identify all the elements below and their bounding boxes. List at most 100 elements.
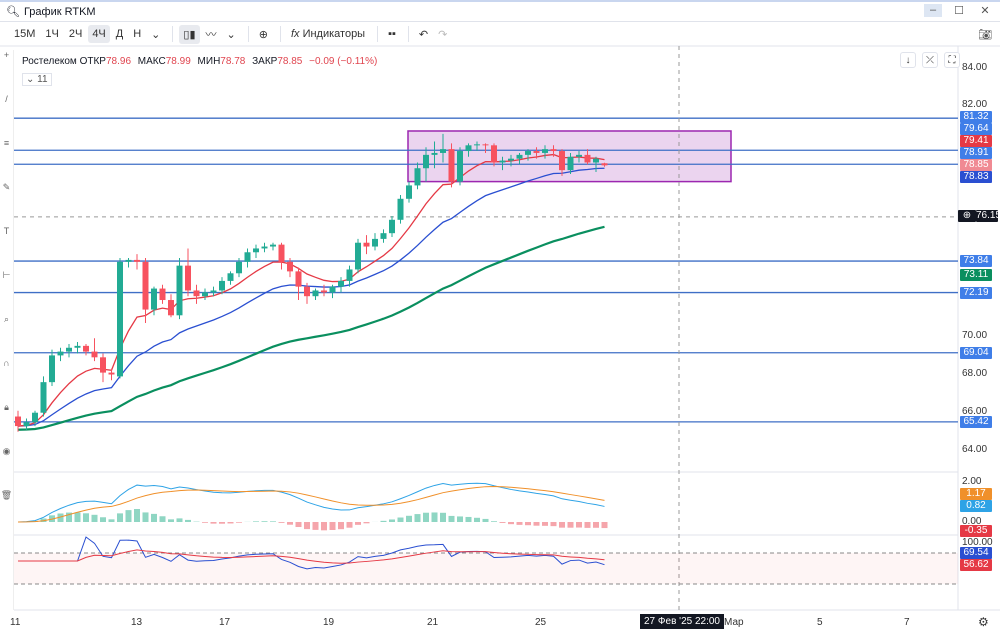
macd-histogram-bar (66, 512, 72, 522)
redo-icon[interactable]: ↷ (438, 28, 448, 41)
layouts-icon[interactable]: ▪▪ (388, 28, 396, 40)
candle-body (91, 351, 98, 358)
divider (407, 26, 409, 42)
candle-body (474, 144, 480, 146)
ma-mid-label: 78.83 (960, 171, 992, 183)
interval-day[interactable]: Д (115, 28, 124, 40)
settings-gear-icon[interactable]: ⚙ (978, 615, 989, 629)
search-icon[interactable]: 🔍︎ (6, 6, 20, 18)
candles-icon[interactable]: ▯▮ (179, 24, 200, 44)
level-label: 65.42 (960, 416, 992, 428)
chevron-down-icon[interactable]: ⌄ (151, 28, 161, 41)
level-label: 72.19 (960, 287, 992, 299)
rsi-line (18, 536, 605, 570)
chevron-down-icon[interactable]: ⌄ (226, 28, 236, 41)
candle-body (253, 248, 259, 253)
divider (247, 26, 249, 42)
divider (377, 26, 379, 42)
magnet-icon[interactable]: ∩ (3, 358, 10, 368)
interval-1h[interactable]: 1Ч (45, 28, 59, 40)
macd-histogram-bar (134, 509, 140, 522)
macd-tick: 0.00 (962, 516, 982, 527)
macd-histogram-bar (236, 522, 242, 523)
macd-histogram-bar (295, 522, 302, 528)
macd-histogram-bar (210, 522, 217, 524)
macd-histogram-bar (261, 521, 268, 522)
candle-body (244, 252, 251, 262)
drawing-toolbar: + / ≡ ✎ T ⊢ ⌕ ∩ 🔒︎ ◉ 🗑︎ (0, 50, 14, 610)
fib-icon[interactable]: ≡ (3, 138, 10, 148)
macd-line (17, 482, 605, 523)
candle-body (278, 244, 285, 262)
time-tick: 21 (427, 617, 439, 628)
candle-body (363, 242, 370, 247)
candle-body (338, 280, 344, 287)
interval-4h[interactable]: 4Ч (88, 25, 110, 43)
time-tick: 19 (323, 617, 335, 628)
candle-body (185, 265, 191, 291)
price-tick: 68.00 (962, 368, 988, 379)
crosshair-price-label: 76.15 (976, 210, 1000, 222)
trendline-icon[interactable]: / (5, 94, 8, 104)
macd-histogram-bar (397, 517, 404, 522)
macd-histogram-bar (431, 512, 438, 522)
price-tick: 70.00 (962, 330, 988, 341)
macd-line-label: 0.82 (960, 500, 992, 512)
macd-histogram-bar (253, 521, 259, 522)
arrow-down-icon[interactable]: ↓ (900, 52, 916, 68)
candle-body (542, 149, 548, 153)
line-chart-icon[interactable]: 〰 (205, 29, 217, 41)
undo-icon[interactable]: ↶ (418, 28, 429, 41)
text-icon[interactable]: T (3, 226, 10, 236)
time-tick: 5 (817, 617, 823, 628)
maximize-button[interactable]: ☐ (954, 5, 964, 17)
rsi-label: 69.54 (960, 547, 992, 559)
macd-histogram-bar (474, 517, 480, 522)
indicators-button[interactable]: fx Индикаторы (287, 25, 369, 43)
candle-body (423, 154, 429, 169)
macd-histogram-bar (482, 518, 489, 522)
candle-body (83, 345, 89, 352)
macd-histogram-bar (219, 522, 225, 524)
interval-15m[interactable]: 15M (14, 28, 36, 40)
ma-slow-line (17, 225, 605, 431)
compare-plus-icon[interactable]: ⊕ (258, 28, 268, 41)
macd-tick: 2.00 (962, 476, 982, 487)
macd-histogram-bar (312, 522, 319, 530)
macd-histogram-bar (329, 522, 336, 530)
measure-icon[interactable]: ⊢ (2, 270, 11, 280)
candle-body (465, 145, 472, 152)
macd-histogram-bar (457, 516, 463, 522)
minimize-button[interactable]: – (924, 4, 942, 17)
macd-histogram-bar (448, 515, 455, 522)
lock-icon[interactable]: 🔒︎ (4, 402, 9, 412)
candle-body (117, 261, 123, 377)
collapse-icon[interactable]: ⤫ (922, 52, 938, 68)
crosshair-plus-icon[interactable]: ⊕ (958, 210, 976, 222)
time-tick: 13 (131, 617, 143, 628)
rectangle-zone (407, 130, 732, 183)
interval-week[interactable]: Н (133, 28, 142, 40)
macd-histogram-bar (91, 514, 98, 522)
close-button[interactable]: ✕ (980, 5, 990, 17)
price-tick: 82.00 (962, 99, 988, 110)
fullscreen-icon[interactable]: ⛶ (944, 52, 960, 68)
cursor-icon[interactable]: + (3, 50, 10, 60)
interval-2h[interactable]: 2Ч (68, 28, 83, 40)
eye-icon[interactable]: ◉ (2, 446, 11, 456)
candle-body (270, 244, 276, 247)
indicators-collapse-toggle[interactable]: ⌄ 11 (22, 73, 52, 86)
zoom-icon[interactable]: ⌕ (3, 314, 10, 324)
title-bar: 🔍︎ График RTKM – ☐ ✕ (0, 0, 1000, 22)
camera-icon[interactable]: 📷︎ (978, 28, 992, 41)
candle-body (108, 372, 115, 375)
trash-icon[interactable]: 🗑︎ (0, 490, 13, 500)
brush-icon[interactable]: ✎ (2, 182, 11, 192)
macd-signal-line (17, 486, 605, 523)
macd-histogram-bar (355, 522, 361, 525)
candle-body (261, 246, 268, 249)
window-title: График RTKM (23, 5, 96, 18)
macd-histogram-bar (406, 515, 412, 522)
candle-body (15, 416, 21, 427)
